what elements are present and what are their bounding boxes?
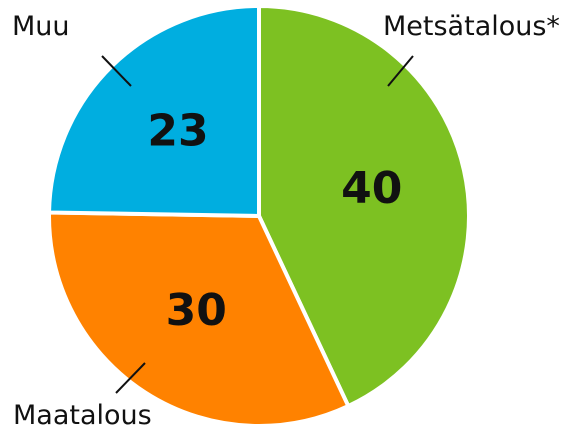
pie-category-labels: Metsätalous* Maatalous Muu <box>12 11 560 431</box>
pie-slice-maatalous <box>47 210 351 428</box>
slice-value-muu: 23 <box>147 106 208 157</box>
leader-line-metsatalous <box>387 55 414 87</box>
slice-value-metsatalous: 40 <box>341 163 402 214</box>
leader-line-maatalous <box>115 362 146 394</box>
category-label-muu: Muu <box>12 11 70 42</box>
pie-slice-metsatalous <box>257 3 471 409</box>
pie-slices <box>46 3 471 428</box>
category-label-metsatalous: Metsätalous* <box>383 11 560 42</box>
pie-value-labels: 40 30 23 <box>147 106 402 336</box>
slice-value-maatalous: 30 <box>166 285 227 336</box>
category-label-maatalous: Maatalous <box>13 400 152 431</box>
leader-line-muu <box>101 55 132 87</box>
